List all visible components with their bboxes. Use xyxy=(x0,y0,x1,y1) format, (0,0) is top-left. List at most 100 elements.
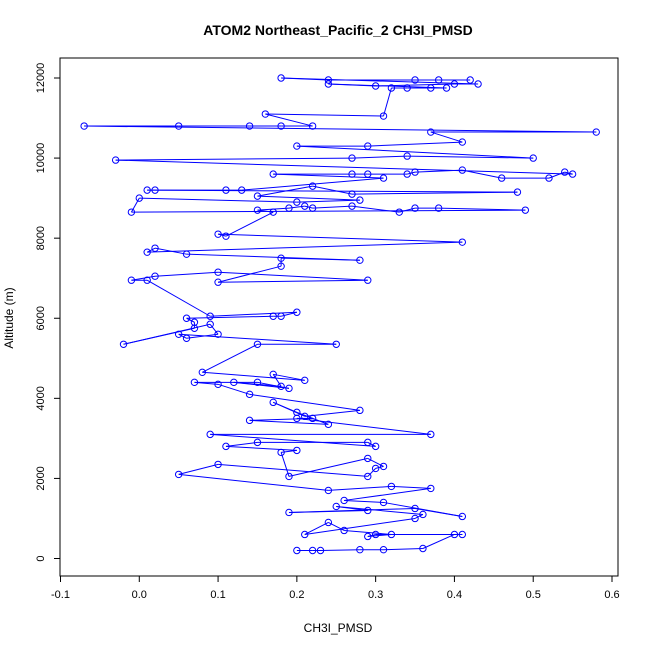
data-point xyxy=(324,420,333,429)
data-point xyxy=(222,232,230,240)
series-line-segment xyxy=(186,253,360,261)
series-line-segment xyxy=(265,113,313,127)
data-point xyxy=(340,526,348,535)
series-line-segment xyxy=(84,125,597,133)
data-point xyxy=(119,340,128,348)
series-line-segment xyxy=(367,141,463,147)
x-tick-label: 0.6 xyxy=(604,589,619,601)
data-point xyxy=(182,314,191,322)
series-line-segment xyxy=(218,463,368,477)
series-line-segment xyxy=(367,468,376,477)
chart-title: ATOM2 Northeast_Pacific_2 CH3I_PMSD xyxy=(203,22,472,38)
data-point xyxy=(529,154,537,162)
data-point xyxy=(151,186,159,194)
data-point xyxy=(545,174,553,182)
data-point xyxy=(450,80,459,88)
series-line-segment xyxy=(265,113,384,117)
series-line-segment xyxy=(430,131,463,143)
data-point xyxy=(521,206,530,214)
series-line-segment xyxy=(383,87,392,117)
plot-frame xyxy=(59,57,619,577)
data-point xyxy=(214,268,222,276)
data-point xyxy=(466,76,474,84)
data-point xyxy=(277,382,285,391)
data-point xyxy=(364,472,372,481)
data-point xyxy=(387,530,396,539)
series-line-segment xyxy=(155,271,219,277)
data-point xyxy=(269,312,277,320)
data-point xyxy=(308,204,317,212)
data-point xyxy=(214,278,222,286)
y-tick-label: 6000 xyxy=(35,306,47,330)
data-point xyxy=(182,250,191,258)
series-line-segment xyxy=(312,205,353,209)
data-point xyxy=(277,74,285,82)
data-point xyxy=(450,530,459,539)
series-line-segment xyxy=(414,514,424,519)
data-point xyxy=(332,502,340,511)
series-line-segment xyxy=(288,507,416,513)
data-point xyxy=(127,276,136,284)
series-line-segment xyxy=(273,373,305,381)
data-point xyxy=(387,482,396,491)
data-point xyxy=(387,84,396,92)
data-point xyxy=(245,122,254,130)
data-point xyxy=(371,530,380,539)
data-point xyxy=(269,398,277,407)
series-line-segment xyxy=(186,317,195,323)
series-line-segment xyxy=(139,197,297,203)
series-line-segment xyxy=(233,381,282,387)
data-point xyxy=(253,378,262,387)
data-point xyxy=(269,208,277,216)
series-line-segment xyxy=(115,157,353,161)
series-lines xyxy=(84,77,597,551)
data-point xyxy=(403,170,411,178)
data-point xyxy=(364,532,372,541)
series-line-segment xyxy=(407,155,534,159)
data-point xyxy=(269,370,277,379)
data-point xyxy=(427,84,435,92)
series-line-segment xyxy=(344,487,431,501)
data-point xyxy=(308,182,317,190)
y-tick-label: 12000 xyxy=(35,63,47,94)
data-point xyxy=(364,142,372,150)
data-point xyxy=(285,472,293,481)
data-point xyxy=(253,340,262,348)
series-line-segment xyxy=(218,279,368,283)
data-point xyxy=(592,128,600,136)
series-line-segment xyxy=(115,159,573,175)
data-point xyxy=(364,506,372,515)
data-point xyxy=(379,545,388,554)
data-point xyxy=(340,496,348,505)
data-point xyxy=(356,256,364,264)
data-point xyxy=(111,156,120,164)
series-line-segment xyxy=(351,155,408,159)
data-point xyxy=(308,414,317,423)
series-line-segment xyxy=(225,211,274,237)
series-line-segment xyxy=(280,311,297,317)
data-point xyxy=(458,138,467,146)
series-line-segment xyxy=(296,145,534,159)
data-point xyxy=(332,340,340,348)
data-point xyxy=(364,454,372,463)
data-point xyxy=(364,170,372,178)
series-points xyxy=(80,74,600,555)
x-axis-label: CH3I_PMSD xyxy=(304,621,373,635)
data-point xyxy=(356,545,364,554)
data-point xyxy=(277,448,285,457)
data-point xyxy=(395,208,403,216)
data-point xyxy=(427,430,435,439)
data-point xyxy=(214,230,222,238)
data-point xyxy=(293,408,301,417)
data-point xyxy=(277,254,285,262)
data-point xyxy=(198,368,207,377)
series-line-segment xyxy=(344,529,392,535)
series-line-segment xyxy=(304,522,329,535)
y-axis: 0 2000 4000 6000 8000 10000 12000 xyxy=(35,63,60,562)
data-point xyxy=(498,174,506,182)
series-line-segment xyxy=(328,485,392,491)
data-point xyxy=(135,194,143,202)
data-point xyxy=(403,152,411,160)
data-point xyxy=(348,190,356,198)
